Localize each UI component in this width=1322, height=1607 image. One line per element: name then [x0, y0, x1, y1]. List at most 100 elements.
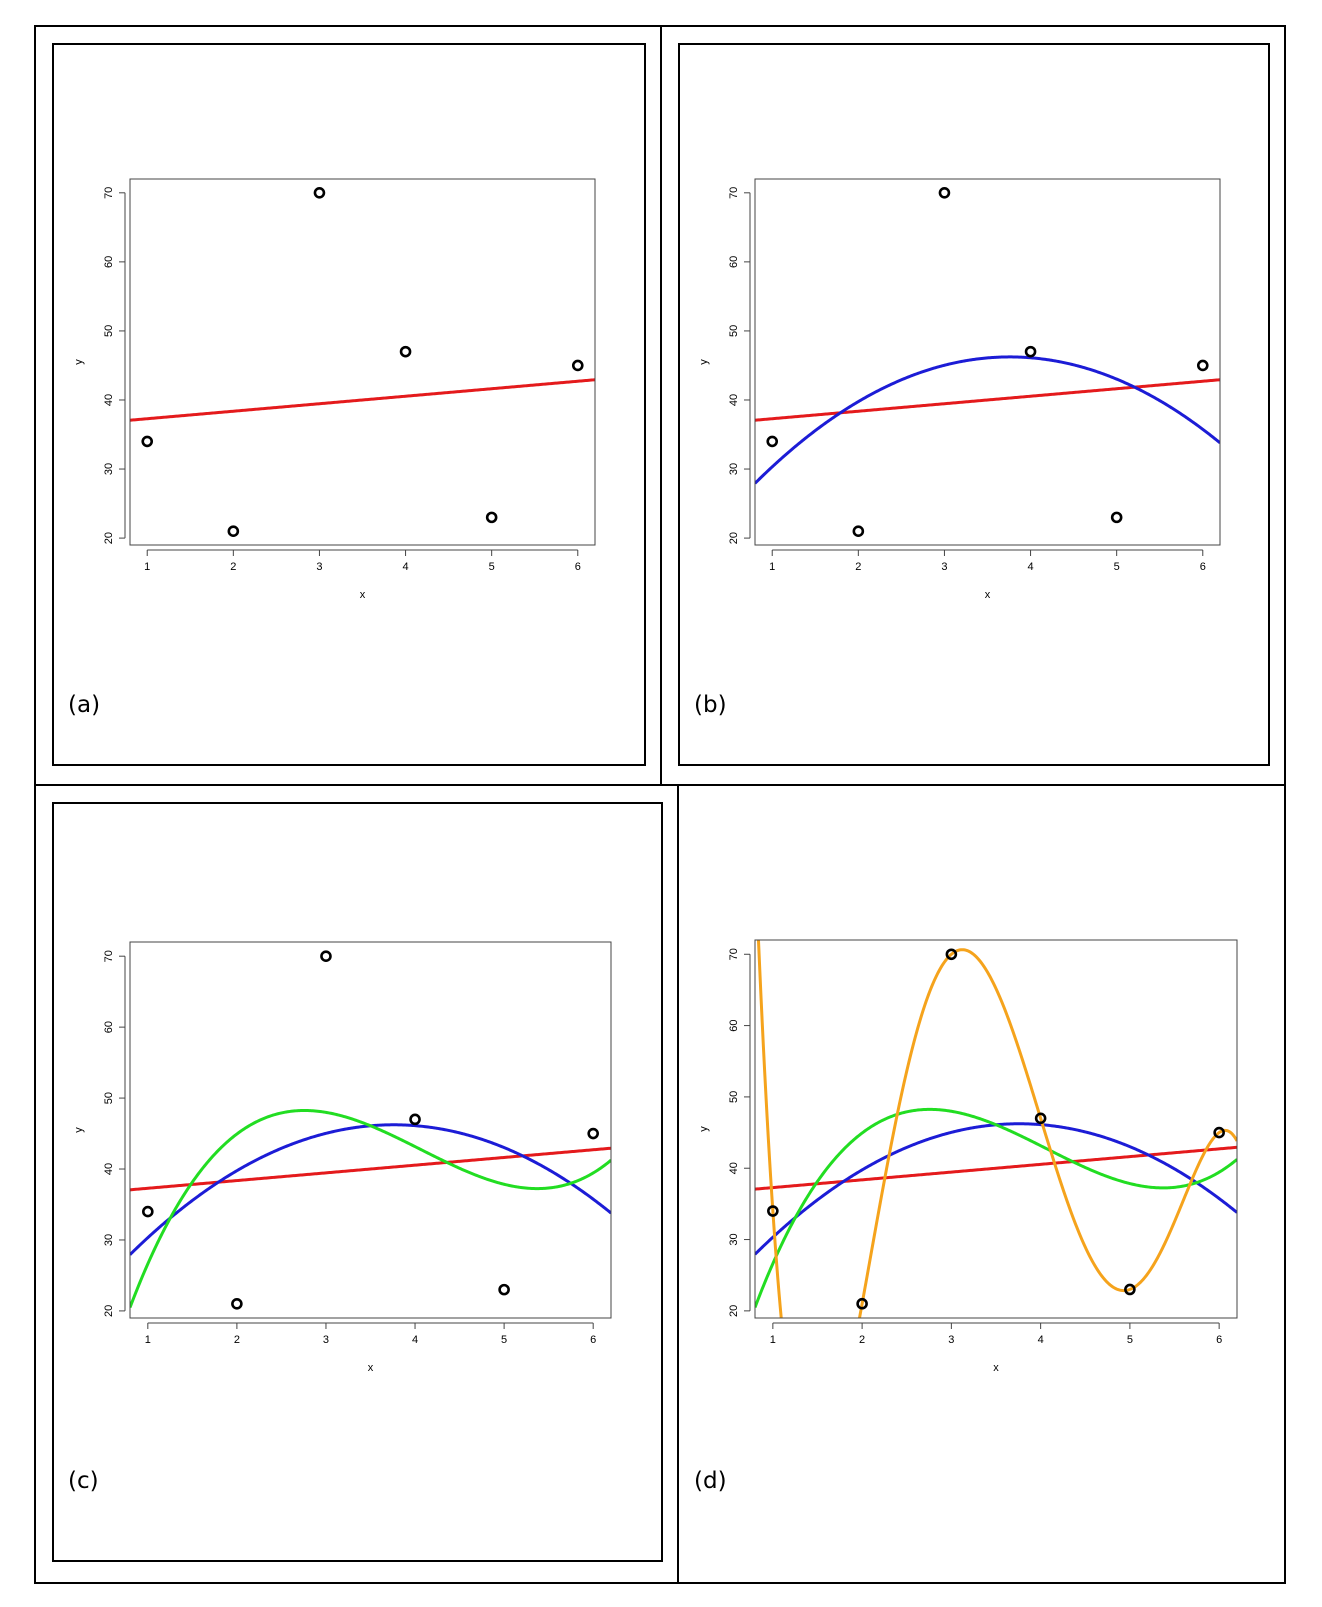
panel-d-data-point — [1124, 1283, 1136, 1296]
panel-b-x-axis-label: x — [985, 589, 991, 601]
panel-c-y-tick-label: 40 — [103, 1163, 115, 1175]
panel-a-data-point — [485, 511, 498, 524]
panel-label-d: (d) — [694, 1468, 727, 1494]
panel-a-y-axis-label: y — [73, 359, 85, 365]
panel-b-y-axis-label: y — [698, 359, 710, 365]
panel-c-x-tick-label: 5 — [501, 1334, 507, 1346]
panel-c-x-tick-label: 3 — [323, 1334, 329, 1346]
image-border-b — [678, 43, 1270, 766]
panel-a-y-tick-label: 50 — [103, 325, 115, 337]
panel-a-y-tick-label: 70 — [103, 187, 115, 199]
panel-a-data-point — [227, 525, 240, 537]
panel-a-x-tick-label: 4 — [402, 561, 408, 573]
panel-b-data-point — [852, 525, 865, 537]
panel-c-data-point — [498, 1283, 510, 1296]
panel-d-y-tick-label: 60 — [728, 1019, 740, 1031]
panel-c-fit-degree-1-curve — [130, 1146, 611, 1192]
panel-d-y-tick-label: 50 — [728, 1091, 740, 1103]
panel-b-y-tick-label: 50 — [728, 325, 740, 337]
panel-a-data-point — [571, 359, 584, 372]
panel-d-data-point — [945, 948, 958, 961]
panel-d-fit-degree-3-curve — [755, 1107, 1237, 1308]
panel-d-y-tick-label: 40 — [728, 1162, 740, 1174]
panel-b-data-point — [766, 435, 779, 448]
panel-d-data-point — [856, 1297, 868, 1310]
panel-a-x-tick-label: 5 — [489, 561, 495, 573]
panel-a-fit-degree-1-curve — [130, 378, 595, 422]
panel-c-y-tick-label: 30 — [103, 1234, 115, 1246]
panel-c-x-tick-label: 4 — [412, 1334, 418, 1346]
panel-d-plot-box — [754, 939, 1238, 1319]
panel-a-y-tick-label: 20 — [103, 532, 115, 544]
panel-c-data-point — [142, 1205, 154, 1218]
panel-c-data-point — [409, 1113, 421, 1126]
panel-label-a: (a) — [68, 692, 101, 718]
panel-d-y-tick-label: 20 — [728, 1305, 740, 1317]
panel-c-y-tick-label: 70 — [103, 950, 115, 962]
panel-label-c: (c) — [68, 1468, 99, 1494]
panel-b-x-tick-label: 5 — [1114, 561, 1120, 573]
panel-a-data-point — [313, 187, 326, 199]
panel-b-x-tick-label: 4 — [1027, 561, 1033, 573]
panel-b-x-tick-label: 6 — [1200, 561, 1206, 573]
panel-b-y-tick-label: 40 — [728, 394, 740, 406]
panel-b-data-point — [938, 187, 951, 199]
panel-b-x-tick-label: 3 — [941, 561, 947, 573]
panel-c-y-axis-label: y — [73, 1127, 85, 1133]
panel-c-plot-box — [129, 941, 612, 1319]
image-border-a — [52, 43, 646, 766]
panel-a-y-tick-label: 60 — [103, 256, 115, 268]
panel-d-fit-degree-1-curve — [755, 1145, 1237, 1191]
panel-d-y-axis-label: y — [698, 1126, 710, 1132]
panel-b-data-point — [1110, 511, 1123, 524]
panel-a-y-tick-label: 30 — [103, 463, 115, 475]
panel-a-x-tick-label: 3 — [316, 561, 322, 573]
panel-c-fit-degree-3-curve — [130, 1109, 611, 1309]
panel-d-x-tick-label: 2 — [859, 1334, 865, 1346]
panel-b-y-tick-label: 30 — [728, 463, 740, 475]
image-border-c — [52, 802, 663, 1562]
panel-d-x-tick-label: 3 — [948, 1334, 954, 1346]
panel-b-fit-degree-2-curve — [755, 355, 1220, 485]
panel-d-fit-degree-5-curve — [756, 940, 1237, 1318]
panel-a-plot-box — [129, 178, 596, 546]
panel-d-data-point — [1213, 1126, 1225, 1139]
panel-label-b: (b) — [694, 692, 727, 718]
panel-a-x-axis-label: x — [360, 589, 366, 601]
panel-b-data-point — [1196, 359, 1209, 372]
panel-a-x-tick-label: 2 — [230, 561, 236, 573]
panel-d-y-tick-label: 30 — [728, 1233, 740, 1245]
panel-d-x-tick-label: 4 — [1038, 1334, 1044, 1346]
panel-c-x-tick-label: 1 — [145, 1334, 151, 1346]
panel-d-y-tick-label: 70 — [728, 948, 740, 960]
panel-a-x-tick-label: 6 — [575, 561, 581, 573]
panel-d-data-point — [767, 1205, 779, 1217]
panel-d-x-tick-label: 6 — [1216, 1334, 1222, 1346]
panel-c-data-point — [587, 1127, 599, 1140]
panel-c-y-tick-label: 50 — [103, 1092, 115, 1104]
panel-b-plot-box — [754, 178, 1221, 546]
panel-b-x-tick-label: 2 — [855, 561, 861, 573]
panel-a-data-point — [399, 345, 412, 358]
panel-c-data-point — [231, 1298, 243, 1310]
panel-b-y-tick-label: 70 — [728, 187, 740, 199]
panel-b-data-point — [1024, 345, 1037, 358]
panel-b-x-tick-label: 1 — [769, 561, 775, 573]
panel-d-x-tick-label: 1 — [770, 1334, 776, 1346]
panel-a-data-point — [141, 435, 154, 448]
panel-d-data-point — [1034, 1112, 1047, 1125]
cell-frame-d — [677, 784, 1286, 1584]
panel-c-y-tick-label: 20 — [103, 1305, 115, 1317]
panel-a-x-tick-label: 1 — [144, 561, 150, 573]
panel-b-y-tick-label: 60 — [728, 256, 740, 268]
panel-c-y-tick-label: 60 — [103, 1021, 115, 1033]
panel-c-data-point — [320, 950, 332, 962]
panel-d-x-axis-label: x — [993, 1362, 999, 1374]
panel-b-y-tick-label: 20 — [728, 532, 740, 544]
panel-d-x-tick-label: 5 — [1127, 1334, 1133, 1346]
panel-a-y-tick-label: 40 — [103, 394, 115, 406]
panel-c-x-tick-label: 2 — [234, 1334, 240, 1346]
panel-c-x-tick-label: 6 — [590, 1334, 596, 1346]
panel-b-fit-degree-1-curve — [755, 378, 1220, 422]
